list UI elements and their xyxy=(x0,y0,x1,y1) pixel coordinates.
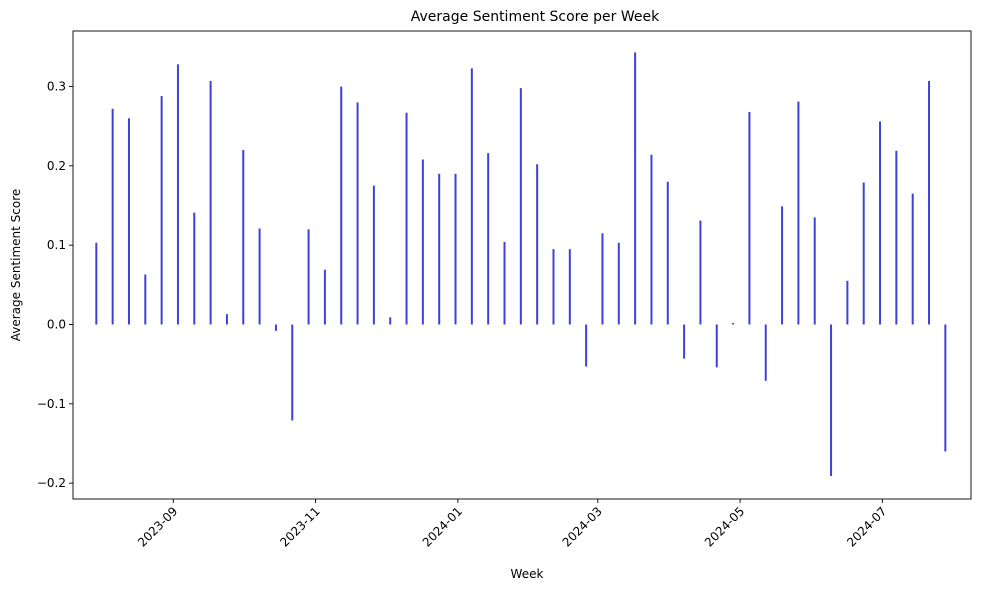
bar xyxy=(650,154,653,325)
x-tick-label: 2024-03 xyxy=(560,504,605,549)
x-axis-label: Week xyxy=(511,567,544,581)
bar xyxy=(715,324,718,368)
x-tick-label: 2023-11 xyxy=(277,504,322,549)
bar xyxy=(111,108,114,325)
y-tick-label: −0.1 xyxy=(37,397,66,411)
bar xyxy=(160,96,163,325)
y-tick-label: 0.3 xyxy=(47,80,66,94)
bar xyxy=(585,324,588,367)
bar xyxy=(340,86,343,325)
bar xyxy=(209,80,212,325)
bar xyxy=(862,182,865,325)
bar xyxy=(193,212,196,325)
bar xyxy=(634,52,637,325)
bar xyxy=(372,185,375,325)
bar xyxy=(405,112,408,325)
bar xyxy=(291,324,294,421)
bar xyxy=(846,280,849,325)
y-tick-label: 0.1 xyxy=(47,238,66,252)
bar xyxy=(879,121,882,325)
x-tick-label: 2024-01 xyxy=(420,504,465,549)
bar xyxy=(127,118,130,325)
bar xyxy=(732,322,735,325)
bar xyxy=(438,173,441,325)
bar xyxy=(568,249,571,325)
bars-group xyxy=(95,52,947,476)
bar xyxy=(323,269,326,325)
x-tick-label: 2023-09 xyxy=(135,504,180,549)
bar xyxy=(307,229,310,325)
bar xyxy=(764,324,767,381)
bar xyxy=(813,217,816,325)
bar xyxy=(356,102,359,325)
y-axis-ticks: −0.2 −0.1 0.0 0.1 0.2 0.3 xyxy=(37,80,73,490)
chart-title: Average Sentiment Score per Week xyxy=(411,9,660,25)
bar xyxy=(144,274,147,325)
bar xyxy=(895,150,898,325)
x-tick-label: 2024-05 xyxy=(702,504,747,549)
bar xyxy=(748,111,751,325)
y-tick-label: −0.2 xyxy=(37,476,66,490)
bar xyxy=(454,173,457,325)
bar xyxy=(242,149,245,325)
bar xyxy=(781,206,784,325)
x-axis-ticks: 2023-09 2023-11 2024-01 2024-03 2024-05 2024-… xyxy=(135,499,890,550)
bar xyxy=(225,314,228,325)
bar xyxy=(601,233,604,325)
y-tick-label: 0.0 xyxy=(47,317,66,331)
bar xyxy=(830,324,833,476)
x-tick-label: 2024-07 xyxy=(844,504,889,549)
axes-frame xyxy=(72,30,972,500)
bar xyxy=(536,164,539,325)
bar xyxy=(911,193,914,325)
bar xyxy=(519,88,522,325)
bar xyxy=(274,324,277,331)
bar xyxy=(552,249,555,325)
bar xyxy=(503,242,506,325)
bar xyxy=(258,228,261,325)
bar xyxy=(95,242,98,325)
bar xyxy=(470,68,473,325)
bar xyxy=(683,324,686,359)
bar xyxy=(617,242,620,325)
y-tick-label: 0.2 xyxy=(47,159,66,173)
bar xyxy=(421,159,424,325)
bar xyxy=(699,220,702,325)
bar xyxy=(389,317,392,325)
bar xyxy=(928,80,931,325)
bar xyxy=(487,153,490,325)
bar xyxy=(797,101,800,325)
y-axis-label: Average Sentiment Score xyxy=(9,189,23,342)
bar xyxy=(176,64,179,325)
bar xyxy=(666,181,669,325)
bar xyxy=(944,324,947,452)
